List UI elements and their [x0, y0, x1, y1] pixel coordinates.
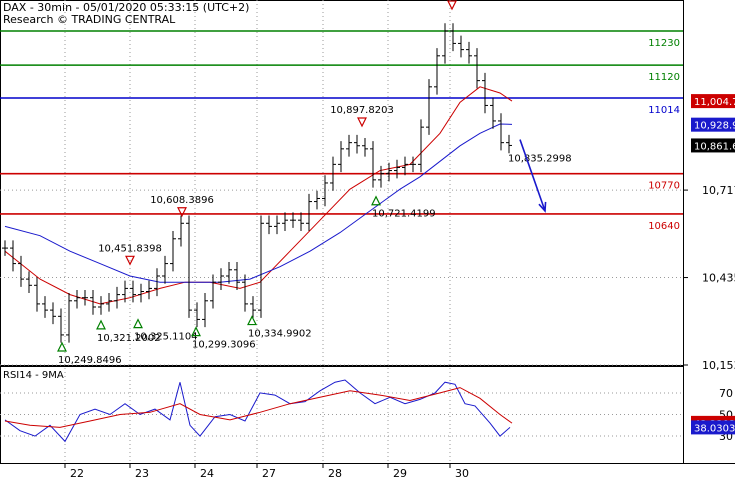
- rsi-tag-label: 38.0303: [694, 423, 735, 434]
- y-tick-label: 10,717: [702, 184, 735, 197]
- rsi-line: [4, 379, 511, 443]
- price-tag-label: 11,004.7: [694, 97, 735, 108]
- level-label: 11120: [648, 72, 680, 83]
- forecast-arrow-head: [538, 201, 547, 213]
- y-tick-label: 10,435: [702, 272, 735, 285]
- swing-low-marker: [371, 195, 381, 206]
- price-tag: [691, 94, 735, 109]
- forecast-arrow: [519, 139, 546, 212]
- swing-low-marker: [247, 315, 257, 326]
- swing-high-marker: [125, 255, 135, 266]
- rsi-tag: [691, 420, 735, 435]
- price-tag: [691, 117, 735, 132]
- swing-low-label: 10,325.1104: [134, 332, 198, 343]
- swing-high-marker: [357, 117, 367, 128]
- x-tick-label: 23: [135, 467, 149, 480]
- y-tick-label: 10,153: [702, 359, 735, 372]
- x-tick-label: 27: [262, 467, 276, 480]
- swing-low-marker: [191, 326, 201, 337]
- swing-low-label: 10,299.3096: [192, 340, 256, 351]
- rsi-title: RSI14 - 9MA: [3, 370, 64, 381]
- chart-subtitle: Research © TRADING CENTRAL: [3, 13, 176, 26]
- price-tag-label: 10,861.6: [694, 141, 735, 152]
- x-tick-label: 29: [393, 467, 407, 480]
- x-tick-label: 30: [455, 467, 469, 480]
- rsi-y-tick-label: 70: [719, 387, 733, 400]
- swing-low-marker: [57, 341, 67, 352]
- level-label: 10640: [648, 221, 680, 232]
- x-tick-label: 22: [70, 467, 84, 480]
- x-tick-label: 28: [328, 467, 342, 480]
- swing-low-marker: [96, 319, 106, 330]
- swing-high-label: 10,608.3896: [150, 195, 214, 206]
- rsi-ma-line: [4, 387, 513, 428]
- level-label: 11230: [648, 38, 680, 49]
- swing-low-label: 10,721.4199: [372, 209, 436, 220]
- level-label: 10770: [648, 181, 680, 192]
- price-label: 10,835.2998: [508, 153, 572, 164]
- level-label: 11014: [648, 105, 680, 116]
- moving-average-line: [4, 86, 513, 305]
- swing-high-label: 10,451.8398: [98, 243, 162, 254]
- swing-low-label: 10,321.2002: [97, 333, 161, 344]
- main-frame: [0, 0, 684, 366]
- price-tag: [691, 138, 735, 153]
- swing-high-label: 10,897.8203: [330, 105, 394, 116]
- swing-low-label: 10,249.8496: [58, 355, 122, 366]
- swing-low-marker: [133, 318, 143, 329]
- moving-average-line: [4, 123, 513, 283]
- x-tick-label: 24: [200, 467, 214, 480]
- swing-high-marker: [177, 207, 187, 218]
- swing-high-marker: [447, 0, 457, 11]
- price-tag-label: 10,928.9: [694, 121, 735, 132]
- swing-low-label: 10,334.9902: [248, 329, 312, 340]
